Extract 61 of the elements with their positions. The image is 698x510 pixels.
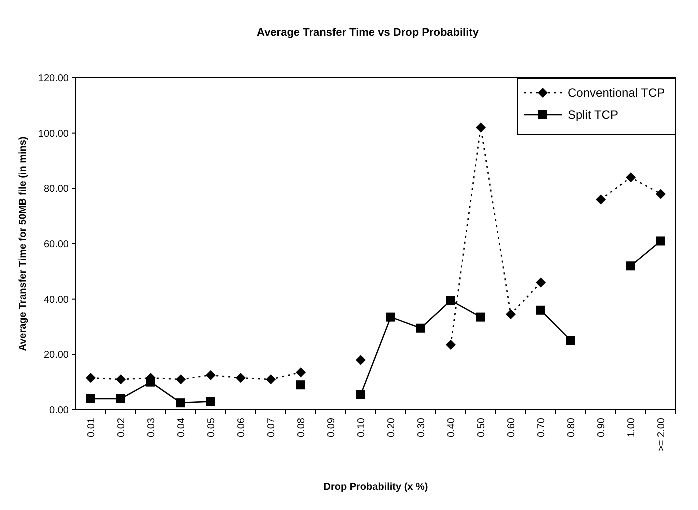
point [116,394,126,404]
x-tick-label: 0.70 [536,418,548,438]
point [86,394,96,404]
chart-title: Average Transfer Time vs Drop Probability [257,27,480,39]
x-tick-label: 0.05 [206,418,218,438]
point [476,122,486,133]
point [416,324,426,333]
x-tick-label: 0.09 [326,418,338,438]
point [116,374,126,385]
x-tick-label: 0.10 [356,418,368,438]
point [446,340,456,350]
point [236,373,246,384]
y-tick-label: 40.00 [44,294,70,306]
x-tick-label: 0.06 [236,418,248,438]
point [266,374,276,385]
x-tick-label: 0.04 [176,418,188,438]
x-tick-label: 0.07 [266,418,278,438]
x-tick-label: 0.80 [566,418,578,438]
x-tick-label: 1.00 [626,418,638,438]
point [626,172,636,183]
x-tick-label: 0.02 [116,418,128,438]
point [626,262,636,271]
x-tick-label: 0.01 [86,418,98,438]
x-tick-label: 0.08 [296,418,308,438]
x-tick-label: >= 2.00 [656,418,668,452]
point [446,296,456,306]
x-tick-label: 0.90 [596,418,608,438]
x-tick-label: 0.20 [386,418,398,438]
point [356,390,366,400]
x-tick-label: 0.50 [476,418,488,438]
point [656,236,666,246]
point [506,310,516,320]
x-tick-label: 0.30 [416,418,428,438]
point [566,336,576,346]
point [176,398,186,408]
point [86,373,96,384]
point [296,380,306,390]
point [536,278,546,288]
point [476,312,486,322]
y-axis-title: Average Transfer Time for 50MB file (in mins) [18,136,29,352]
x-tick-label: 0.03 [146,418,158,438]
x-tick-label: 0.40 [446,418,458,438]
point [176,374,186,385]
y-tick-label: 120.00 [38,74,70,84]
legend-label: Conventional TCP [568,86,666,100]
x-axis-title: Drop Probability (x %) [324,482,428,493]
point [536,306,546,315]
point [206,370,216,380]
point [596,194,606,205]
legend-label: Split TCP [568,108,618,122]
y-tick-label: 80.00 [44,184,70,196]
y-tick-label: 0.00 [50,406,70,416]
y-tick-label: 20.00 [44,350,70,362]
point [206,397,216,406]
point [656,189,666,200]
y-tick-label: 60.00 [44,240,70,250]
point [296,368,306,378]
point [356,355,366,366]
y-tick-label: 100.00 [38,128,70,140]
x-tick-label: 0.60 [506,418,518,438]
point [386,312,396,322]
